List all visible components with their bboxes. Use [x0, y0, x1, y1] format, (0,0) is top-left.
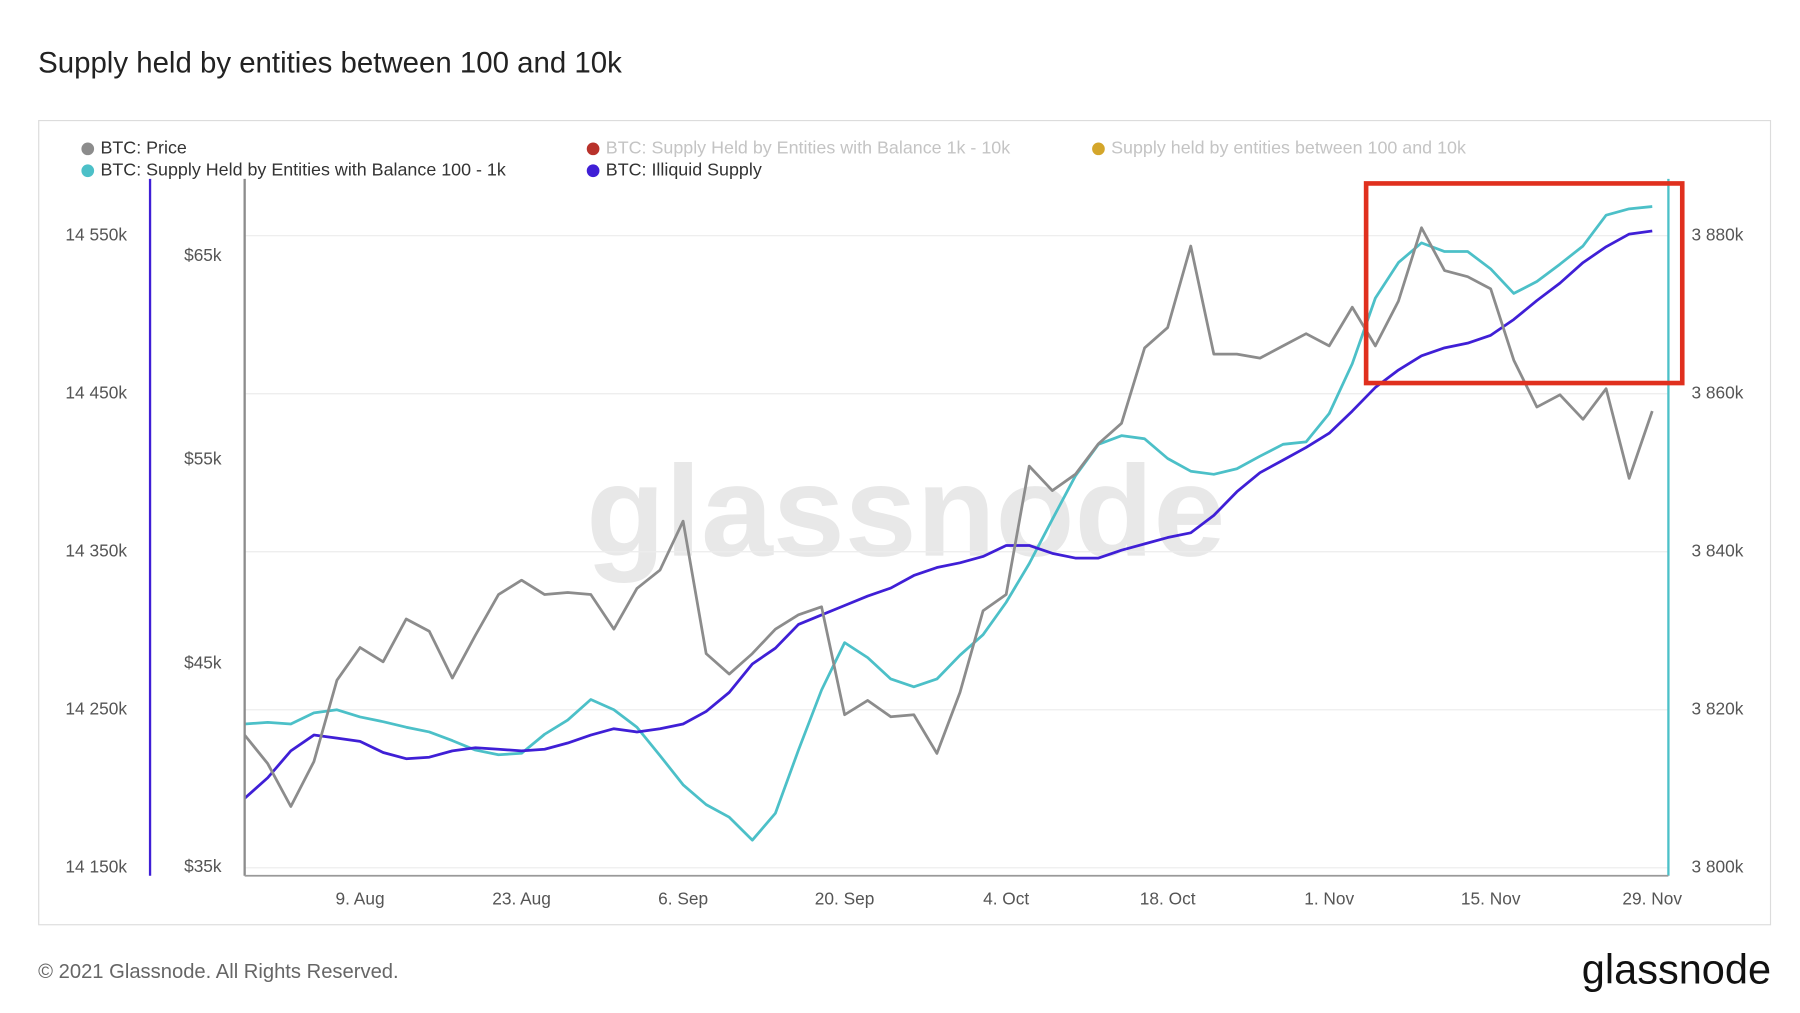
- logo: glassnode: [1582, 946, 1771, 993]
- y-tick-label: 3 860k: [1691, 382, 1743, 402]
- grid: [244, 235, 1669, 869]
- legend-marker: [81, 164, 95, 178]
- legend-label: BTC: Supply Held by Entities with Balanc…: [606, 138, 1010, 158]
- legend-label: Supply held by entities between 100 and …: [1111, 138, 1466, 158]
- x-tick-label: 6. Sep: [658, 888, 708, 908]
- y-tick-label: 14 450k: [65, 382, 127, 402]
- y-tick-label: 3 840k: [1691, 540, 1743, 560]
- x-tick-label: 1. Nov: [1304, 888, 1354, 908]
- x-tick-label: 18. Oct: [1140, 888, 1196, 908]
- x-tick-label: 4. Oct: [983, 888, 1029, 908]
- y-tick-label: $45k: [184, 652, 222, 672]
- series-line: [243, 229, 1653, 800]
- series-line: [244, 205, 1653, 842]
- copyright: © 2021 Glassnode. All Rights Reserved.: [38, 961, 399, 983]
- y-tick-label: 3 800k: [1691, 856, 1743, 876]
- legend-marker: [1092, 142, 1105, 156]
- x-tick-label: 9. Aug: [336, 888, 385, 908]
- x-tick-label: 15. Nov: [1461, 888, 1521, 908]
- highlight-box: [1363, 181, 1685, 386]
- x-tick-label: 23. Aug: [492, 888, 551, 908]
- plot-lines: [243, 205, 1654, 842]
- y-tick-label: 3 880k: [1691, 224, 1743, 244]
- legend-marker: [586, 164, 600, 178]
- y-tick-label: $55k: [184, 449, 222, 469]
- legend-label: BTC: Illiquid Supply: [606, 159, 762, 179]
- chart-frame: [38, 119, 1772, 926]
- y-tick-label: 14 550k: [65, 224, 127, 244]
- x-tick-label: 29. Nov: [1622, 888, 1682, 908]
- legend-label: BTC: Supply Held by Entities with Balanc…: [100, 159, 505, 179]
- legend-marker: [586, 142, 600, 156]
- y-tick-label: 14 250k: [65, 698, 127, 718]
- y-tick-label: $65k: [184, 245, 222, 265]
- y-tick-label: 14 150k: [65, 856, 127, 876]
- x-tick-label: 20. Sep: [815, 888, 875, 908]
- watermark: glassnode: [586, 440, 1225, 584]
- axes: $35k $45k $55k $65k 3 800k 3 820k 3 840k 3 860k…: [65, 178, 1744, 908]
- legend-label: BTC: Price: [100, 138, 186, 158]
- legend-marker: [81, 142, 95, 156]
- series-line: [243, 226, 1654, 808]
- chart-title: Supply held by entities between 100 and …: [38, 46, 622, 79]
- y-tick-label: 3 820k: [1691, 698, 1743, 718]
- y-tick-label: 14 350k: [65, 540, 127, 560]
- y-tick-label: $35k: [184, 856, 222, 876]
